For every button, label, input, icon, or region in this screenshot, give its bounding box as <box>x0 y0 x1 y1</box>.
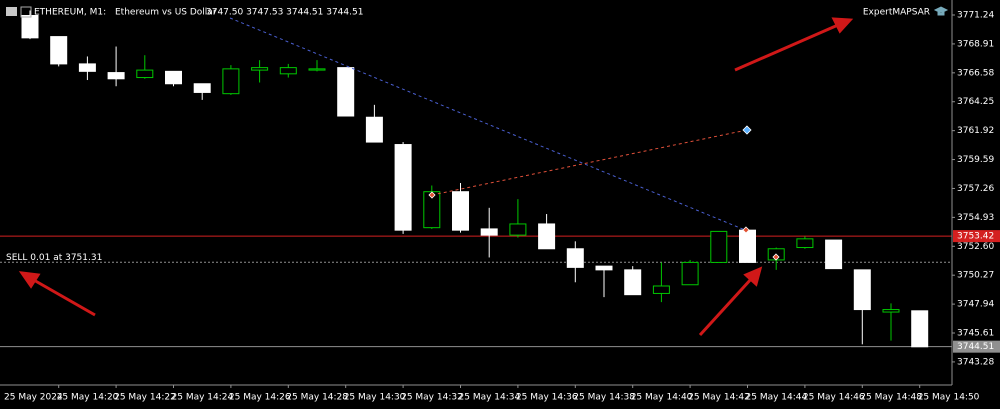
x-tick-label: 25 May 14:48 <box>860 393 922 403</box>
sell-label: SELL 0.01 at 3751.31 <box>6 253 102 263</box>
arrow <box>734 23 839 72</box>
candle-body <box>50 36 68 65</box>
candle-body <box>394 144 412 231</box>
x-tick-label: 25 May 14:50 <box>918 393 980 403</box>
arrow-head <box>743 266 763 287</box>
x-tick-label: 25 May 14:42 <box>688 393 750 403</box>
x-tick-label: 25 May 14:40 <box>631 393 693 403</box>
x-tick-label: 25 May 14:28 <box>286 393 348 403</box>
symbol: ETHEREUM, M1: <box>34 8 106 18</box>
price-label: 3753.42 <box>957 232 994 242</box>
price-label: 3744.51 <box>957 342 994 352</box>
candle-body <box>538 223 556 250</box>
candle-body <box>739 229 756 263</box>
trade-marker <box>742 125 752 135</box>
y-tick-label: 3764.25 <box>957 97 994 107</box>
candle-body <box>21 15 39 39</box>
y-tick-label: 3757.26 <box>957 184 994 194</box>
trade-marker <box>428 191 436 199</box>
candle-body <box>222 68 240 95</box>
candle-body <box>279 67 297 75</box>
arrow <box>698 276 754 337</box>
trade-line <box>229 17 746 231</box>
x-tick-label: 25 May 14:38 <box>573 393 635 403</box>
candle-body <box>165 70 182 85</box>
description: Ethereum vs US Dollar <box>115 8 217 18</box>
x-tick-label: 25 May 14:26 <box>229 393 291 403</box>
candle-body <box>681 261 699 286</box>
candle-body <box>78 63 96 72</box>
expert-name: ExpertMAPSAR <box>863 8 930 18</box>
x-tick-label: 25 May 14:24 <box>172 393 234 403</box>
expert-icon[interactable] <box>933 6 949 16</box>
y-tick-label: 3759.59 <box>957 155 994 165</box>
candle-body <box>337 67 355 117</box>
candle-body <box>911 310 929 348</box>
candle-body <box>308 68 326 71</box>
candle-body <box>796 238 814 249</box>
x-tick-label: 25 May 14:20 <box>57 393 119 403</box>
y-tick-label: 3750.27 <box>957 271 994 281</box>
y-tick-label: 3761.92 <box>957 126 994 136</box>
candle-body <box>509 223 527 236</box>
candle-body <box>710 230 728 263</box>
date-label: 25 May 2024 <box>4 393 63 403</box>
candle-body <box>566 248 584 268</box>
x-tick-label: 25 May 14:22 <box>114 393 176 403</box>
arrow-head <box>831 17 854 34</box>
arrow <box>31 277 96 317</box>
price-label-box <box>953 230 1000 243</box>
candle-body <box>825 239 843 270</box>
candle-body <box>193 83 211 93</box>
chart-icon[interactable] <box>20 6 32 18</box>
x-tick-label: 25 May 14:34 <box>459 393 521 403</box>
plot-layer: SELL 0.01 at 3751.31 <box>0 10 952 348</box>
trade-marker <box>742 226 750 234</box>
candle-body <box>624 269 642 296</box>
candle-body <box>452 191 469 231</box>
x-tick-label: 25 May 14:44 <box>746 393 808 403</box>
candle-body <box>365 116 383 143</box>
arrow-head <box>18 271 41 289</box>
x-tick-label: 25 May 14:30 <box>344 393 406 403</box>
x-tick-label: 25 May 14:36 <box>516 393 578 403</box>
trade-marker <box>772 253 780 261</box>
y-tick-label: 3752.60 <box>957 242 994 252</box>
y-tick-label: 3745.61 <box>957 329 994 339</box>
candle-body <box>480 228 498 236</box>
x-tick-label: 25 May 14:46 <box>803 393 865 403</box>
y-tick-label: 3766.58 <box>957 68 994 78</box>
candle-body <box>136 69 154 79</box>
price-label-box <box>953 340 1000 353</box>
y-tick-label: 3747.94 <box>957 300 994 310</box>
menu-icon[interactable] <box>6 7 17 16</box>
y-tick-label: 3768.91 <box>957 39 994 49</box>
y-tick-label: 3754.93 <box>957 213 994 223</box>
x-tick-label: 25 May 14:32 <box>401 393 463 403</box>
candle-body <box>251 67 269 71</box>
ohlc: 3747.50 3747.53 3744.51 3744.51 <box>206 8 363 18</box>
y-tick-label: 3771.24 <box>957 11 994 21</box>
candle-body <box>882 309 900 313</box>
candle-body <box>652 285 670 294</box>
candle-body <box>853 269 871 311</box>
annotation-arrows <box>18 17 854 337</box>
candle-body <box>595 265 613 271</box>
y-tick-label: 3743.28 <box>957 357 994 367</box>
candle-body <box>107 72 125 80</box>
